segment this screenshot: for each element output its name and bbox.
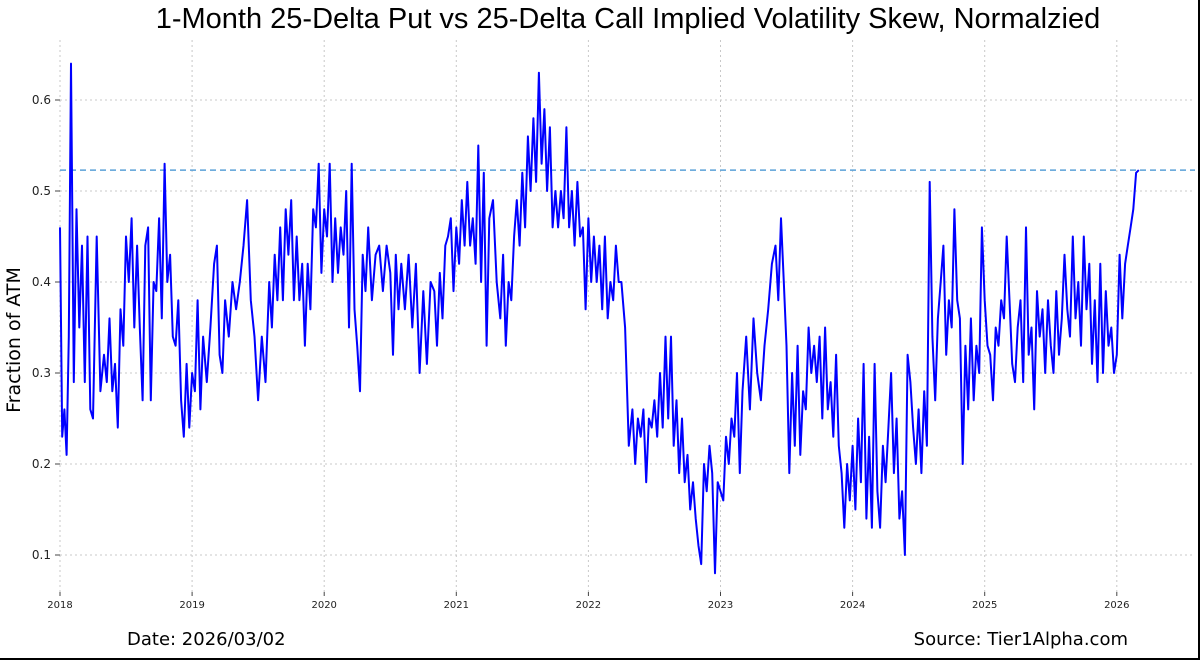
footer-source: Source: Tier1Alpha.com: [914, 629, 1128, 650]
x-tick-label: 2026: [1104, 600, 1129, 611]
y-axis-label: Fraction of ATM: [3, 267, 25, 413]
x-tick-label: 2020: [311, 600, 336, 611]
footer-date: Date: 2026/03/02: [127, 629, 286, 650]
y-tick-label: 0.5: [32, 184, 51, 198]
y-tick-label: 0.3: [32, 366, 51, 380]
x-tick-label: 2019: [179, 600, 204, 611]
y-tick-label: 0.6: [32, 93, 51, 107]
y-tick-label: 0.4: [32, 275, 51, 289]
x-tick-label: 2022: [576, 600, 601, 611]
x-tick-label: 2021: [444, 600, 469, 611]
y-tick-label: 0.1: [32, 548, 51, 562]
x-tick-label: 2023: [708, 600, 733, 611]
chart-title: 1-Month 25-Delta Put vs 25-Delta Call Im…: [156, 3, 1101, 35]
x-tick-label: 2025: [972, 600, 997, 611]
x-tick-label: 2024: [840, 600, 865, 611]
skew-series-line: [59, 62, 1140, 575]
y-axis: 0.1 0.2 0.3 0.4 0.5 0.6: [32, 93, 60, 562]
y-tick-label: 0.2: [32, 457, 51, 471]
x-tick-label: 2018: [47, 600, 72, 611]
x-axis: 2018 2019 2020 2021 2022 2023 2024 2025 2026: [47, 592, 1130, 611]
